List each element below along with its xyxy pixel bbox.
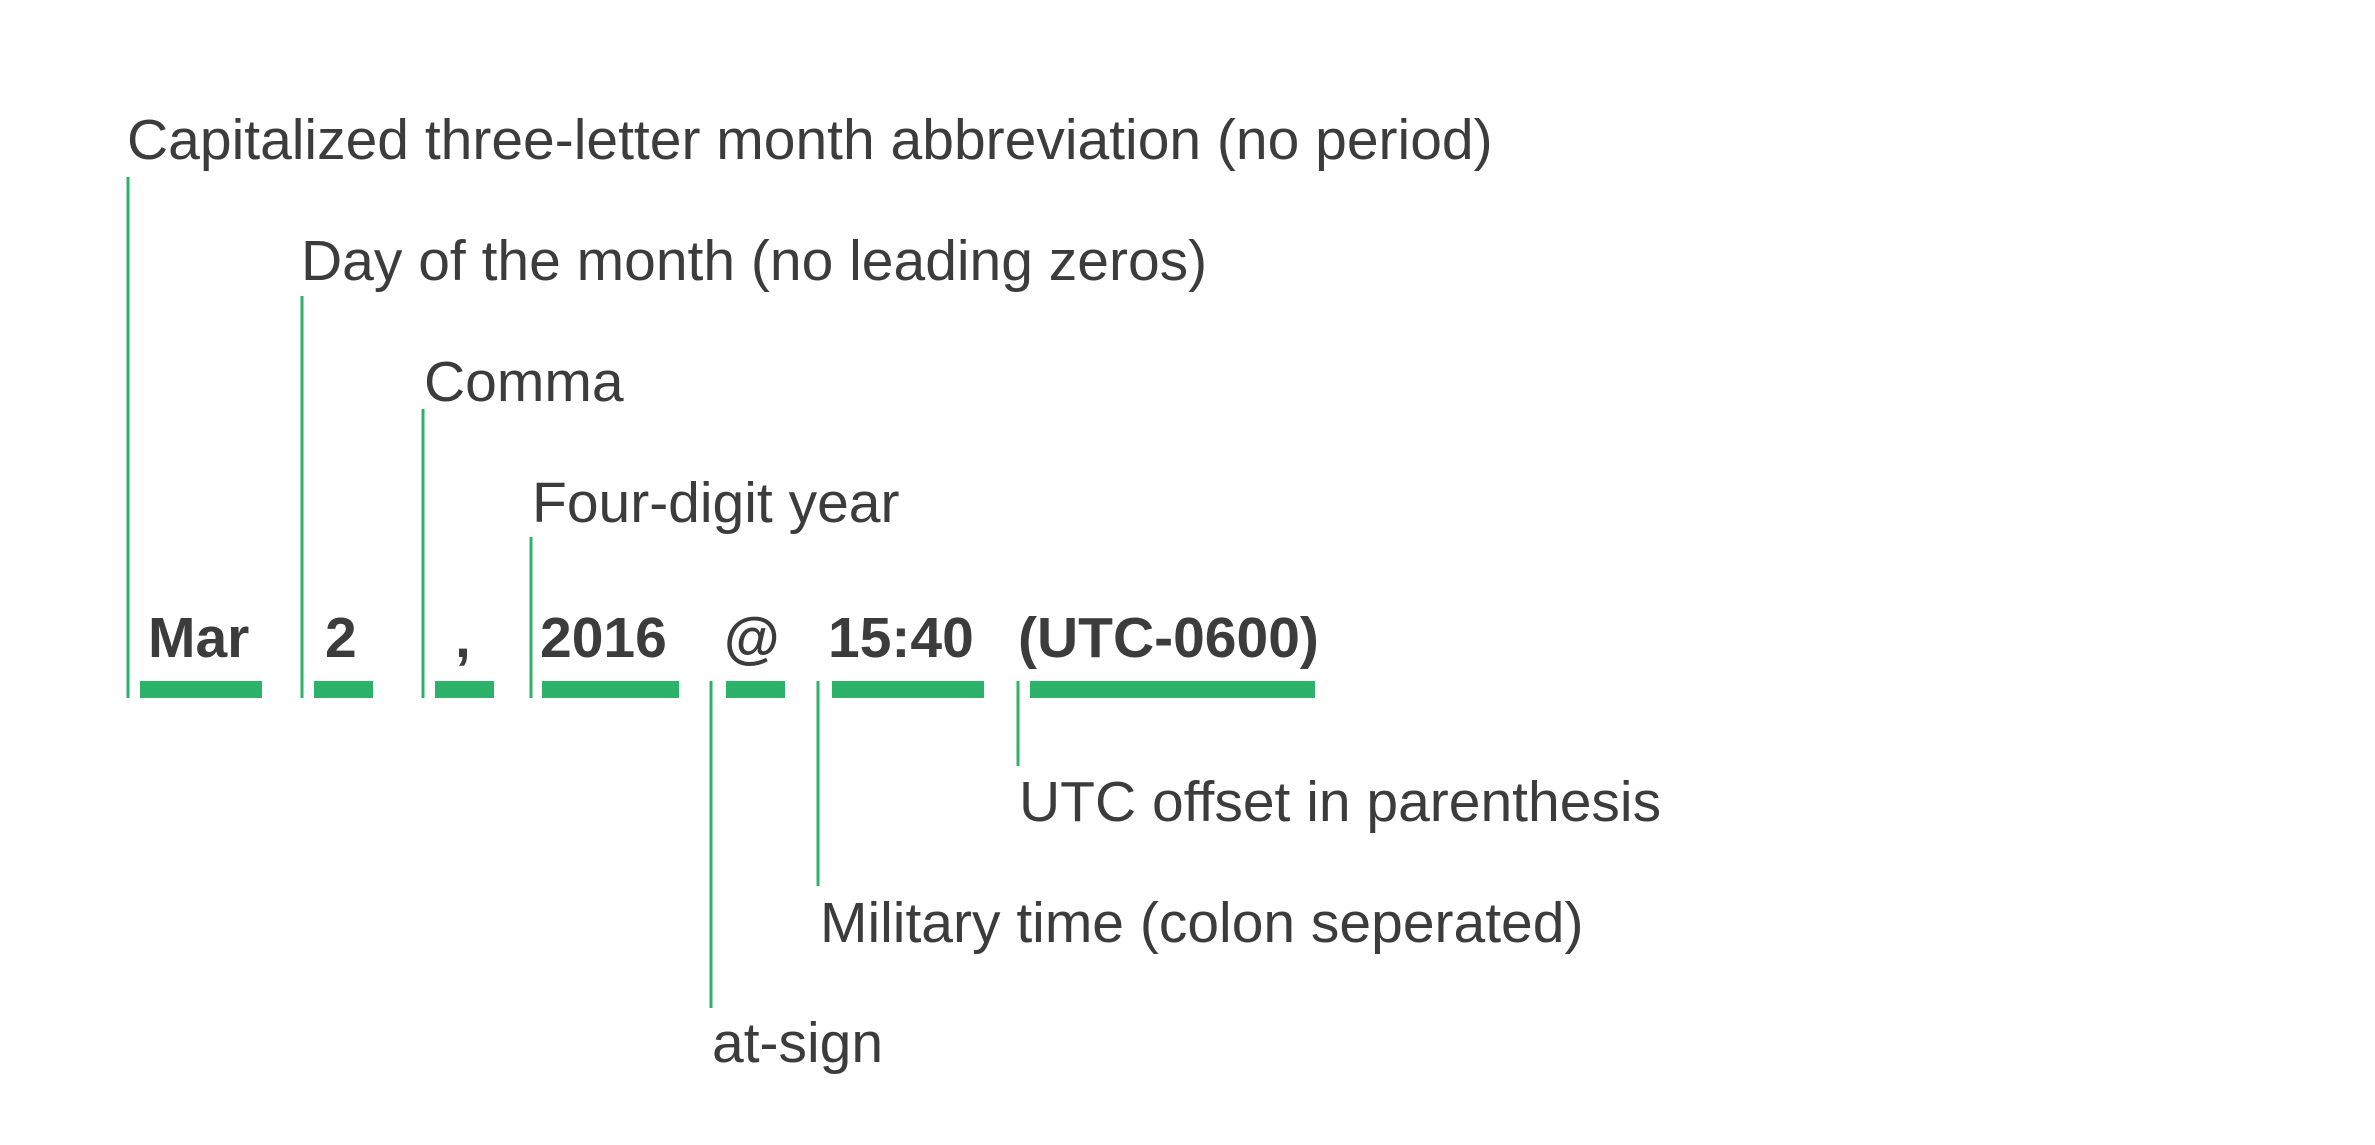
annotation-year: Four-digit year — [532, 471, 899, 535]
underline-comma — [435, 681, 494, 698]
underline-time — [832, 681, 984, 698]
token-offset: (UTC-0600) — [1018, 606, 1319, 670]
token-year: 2016 — [540, 606, 667, 670]
annotation-comma: Comma — [424, 350, 624, 414]
underline-year — [542, 681, 679, 698]
token-at: @ — [724, 606, 780, 670]
annotation-time: Military time (colon seperated) — [820, 891, 1583, 955]
underline-offset — [1030, 681, 1315, 698]
underline-month — [140, 681, 262, 698]
underline-day — [314, 681, 373, 698]
annotation-at: at-sign — [712, 1011, 883, 1075]
underline-at — [726, 681, 785, 698]
token-month: Mar — [148, 606, 249, 670]
token-comma: , — [455, 606, 471, 670]
annotation-offset: UTC offset in parenthesis — [1019, 770, 1661, 834]
token-day: 2 — [325, 606, 357, 670]
annotation-month: Capitalized three-letter month abbreviat… — [127, 108, 1493, 172]
annotation-day: Day of the month (no leading zeros) — [301, 229, 1207, 293]
token-time: 15:40 — [828, 606, 974, 670]
